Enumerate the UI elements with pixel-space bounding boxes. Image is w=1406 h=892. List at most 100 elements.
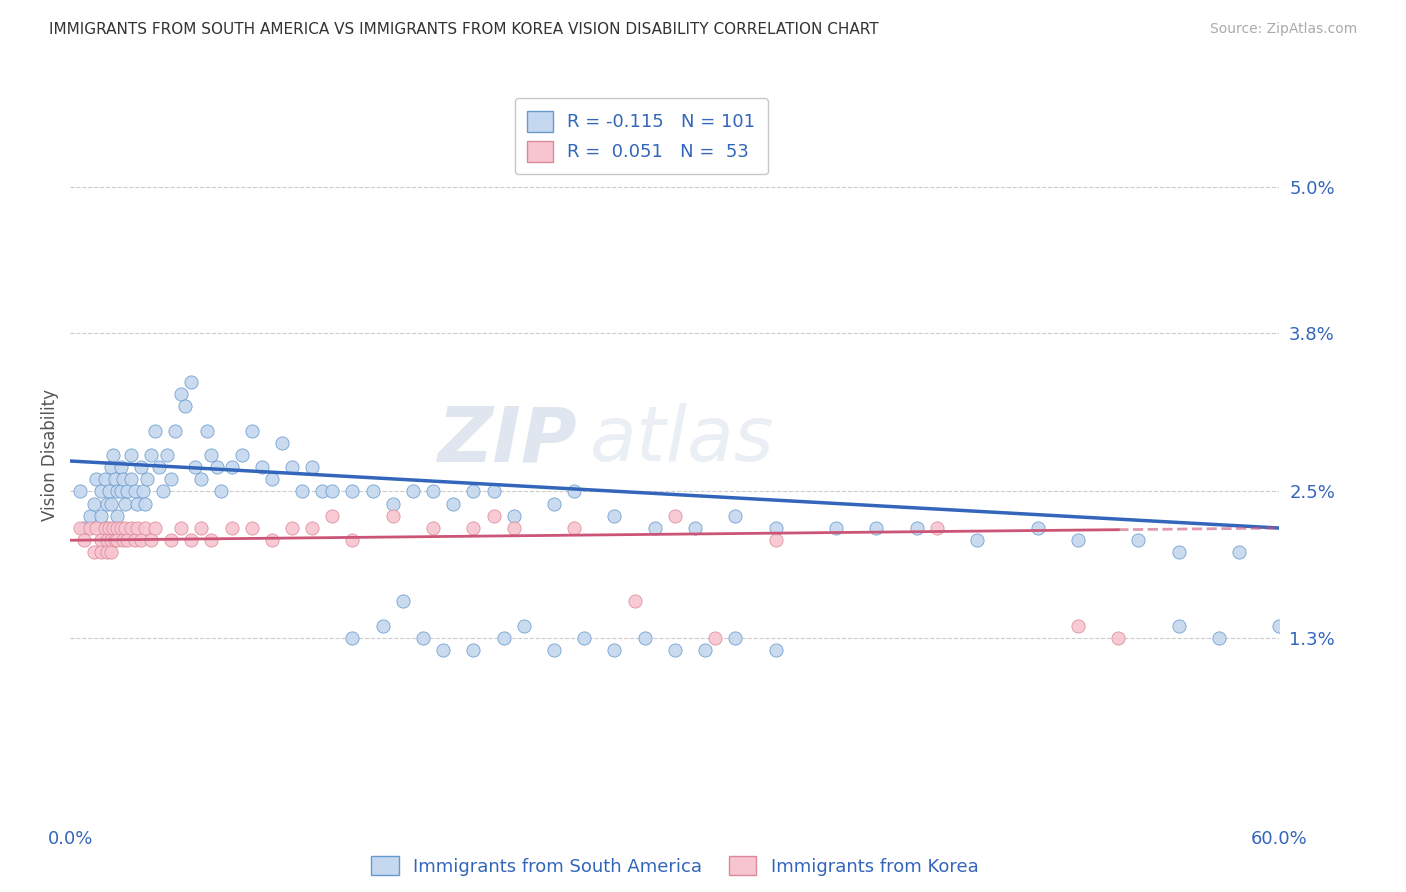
Point [270,435,294,450]
Point [321,484,343,499]
Point [125,497,148,511]
Point [174,399,197,413]
Point [633,631,655,645]
Point [105,508,128,523]
Point [79,521,101,535]
Point [134,497,156,511]
Point [69,484,91,499]
Point [97,484,120,499]
Point [361,484,384,499]
Point [240,521,263,535]
Point [152,484,174,499]
Legend: R = -0.115   N = 101, R =  0.051   N =  53: R = -0.115 N = 101, R = 0.051 N = 53 [515,98,768,174]
Point [110,460,132,475]
Point [156,448,179,462]
Point [96,545,118,559]
Point [463,643,485,657]
Point [184,460,207,475]
Point [139,533,162,548]
Point [211,484,233,499]
Text: IMMIGRANTS FROM SOUTH AMERICA VS IMMIGRANTS FROM KOREA VISION DISABILITY CORRELA: IMMIGRANTS FROM SOUTH AMERICA VS IMMIGRA… [49,22,879,37]
Point [160,472,183,486]
Point [170,387,193,401]
Legend: Immigrants from South America, Immigrants from Korea: Immigrants from South America, Immigrant… [364,849,986,883]
Point [73,533,96,548]
Point [124,484,146,499]
Point [513,618,536,632]
Point [644,521,666,535]
Point [905,521,928,535]
Point [291,484,314,499]
Point [134,521,156,535]
Point [603,508,626,523]
Point [96,497,118,511]
Point [124,533,146,548]
Point [207,460,229,475]
Point [132,484,155,499]
Point [381,497,404,511]
Point [1167,545,1189,559]
Point [105,533,128,548]
Point [342,533,364,548]
Point [200,448,222,462]
Point [104,533,127,548]
Point [342,484,364,499]
Point [321,508,343,523]
Point [180,375,202,389]
Point [402,484,425,499]
Point [1067,618,1090,632]
Point [1128,533,1150,548]
Point [86,521,108,535]
Point [371,618,394,632]
Y-axis label: Vision Disability: Vision Disability [41,389,59,521]
Point [135,472,157,486]
Point [412,631,434,645]
Point [200,533,222,548]
Point [221,460,243,475]
Point [623,594,645,608]
Point [160,533,183,548]
Point [110,521,132,535]
Point [120,448,142,462]
Point [105,484,128,499]
Point [574,631,596,645]
Point [165,424,187,438]
Point [562,484,585,499]
Point [86,472,108,486]
Point [724,508,747,523]
Point [100,460,122,475]
Point [301,521,323,535]
Point [190,472,212,486]
Point [562,521,585,535]
Point [1026,521,1049,535]
Point [724,631,747,645]
Point [195,424,218,438]
Point [603,643,626,657]
Point [765,521,787,535]
Point [93,521,115,535]
Point [79,508,101,523]
Point [180,533,202,548]
Point [1227,545,1250,559]
Point [115,484,138,499]
Point [114,521,136,535]
Point [190,521,212,535]
Point [502,508,524,523]
Point [93,472,115,486]
Point [765,643,787,657]
Point [543,643,565,657]
Point [120,521,142,535]
Point [148,460,170,475]
Point [1107,631,1129,645]
Point [865,521,887,535]
Point [111,533,134,548]
Point [311,484,333,499]
Point [260,533,283,548]
Point [221,521,243,535]
Point [765,533,787,548]
Text: Source: ZipAtlas.com: Source: ZipAtlas.com [1209,22,1357,37]
Point [482,508,505,523]
Point [110,484,132,499]
Point [502,521,524,535]
Point [301,460,323,475]
